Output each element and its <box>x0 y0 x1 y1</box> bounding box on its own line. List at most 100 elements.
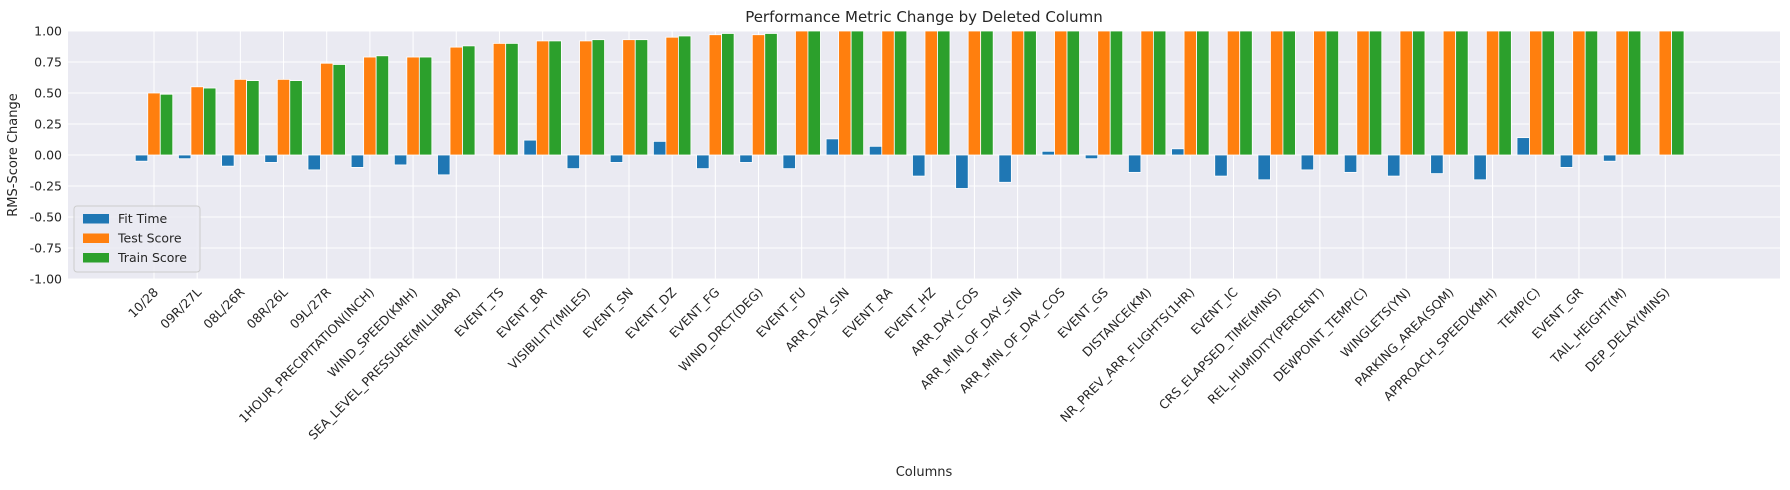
bar-test-score <box>1572 30 1586 156</box>
bar-fit-time <box>1084 154 1099 160</box>
bar-fit-time <box>1602 154 1617 162</box>
bar-test-score <box>1270 30 1284 156</box>
bar-test-score <box>1658 30 1672 156</box>
bar-train-score <box>246 80 260 156</box>
legend-label: Train Score <box>117 250 187 265</box>
bar-test-score <box>622 39 636 156</box>
bar-test-score <box>449 46 463 156</box>
bar-fit-time <box>221 154 235 167</box>
bar-fit-time <box>1387 154 1401 177</box>
x-tick-label: 10/28 <box>125 284 161 320</box>
x-tick-label: 09R/27L <box>157 285 204 332</box>
bar-test-score <box>492 43 507 156</box>
x-tick-label: TAIL_HEIGHT(M) <box>1547 285 1629 367</box>
bar-test-score <box>1097 30 1111 156</box>
bar-test-score <box>535 40 550 156</box>
bar-fit-time <box>1257 154 1271 181</box>
bar-fit-time <box>393 154 408 166</box>
bar-fit-time <box>609 154 624 163</box>
bar-fit-time <box>696 154 710 170</box>
bar-test-score <box>665 36 679 156</box>
bar-train-score <box>1325 30 1340 156</box>
y-tick-label: -1.00 <box>30 272 62 287</box>
y-tick-label: -0.25 <box>30 179 62 194</box>
legend-swatch <box>83 233 109 243</box>
bar-test-score <box>967 30 982 156</box>
bar-train-score <box>980 30 994 156</box>
x-tick-label: VISIBILITY(MILES) <box>505 285 593 373</box>
bar-train-score <box>1455 30 1469 156</box>
bar-test-score <box>1485 30 1500 156</box>
legend-label: Test Score <box>117 231 182 246</box>
y-tick-label: 0.00 <box>34 148 62 163</box>
x-axis-title: Columns <box>896 465 953 480</box>
bar-train-score <box>1282 30 1296 156</box>
bar-train-score <box>1498 30 1512 156</box>
bar-fit-time <box>653 140 667 156</box>
bar-test-score <box>1529 30 1543 156</box>
bar-test-score <box>320 62 334 156</box>
bar-test-score <box>751 34 766 156</box>
bar-test-score <box>795 30 809 156</box>
x-tick-label: SEA_LEVEL_PRESSURE(MILLIBAR) <box>305 285 463 443</box>
bar-train-score <box>1541 30 1555 156</box>
bar-train-score <box>1239 30 1253 156</box>
x-tick-label: 08L/26R <box>200 284 247 331</box>
bar-fit-time <box>178 154 192 160</box>
bar-fit-time <box>307 154 321 171</box>
bar-train-score <box>289 80 303 156</box>
x-tick-label: DEP_DELAY(MINS) <box>1582 285 1672 375</box>
bar-test-score <box>881 30 895 156</box>
y-tick-labels: -1.00 -0.75 -0.50 -0.25 0.00 0.25 0.50 0.75 1.00 <box>30 24 62 287</box>
bar-fit-time <box>825 138 840 156</box>
y-tick-label: 1.00 <box>34 24 62 39</box>
bar-train-score <box>807 30 821 156</box>
legend: Fit Time Test Score Train Score <box>73 205 201 273</box>
bar-test-score <box>363 56 377 156</box>
bar-test-score <box>1442 30 1457 156</box>
bar-train-score <box>1584 30 1599 156</box>
bar-train-score <box>1066 30 1080 156</box>
bar-fit-time <box>264 154 278 163</box>
bar-fit-time <box>1214 154 1228 177</box>
bar-test-score <box>1399 30 1413 156</box>
legend-swatch <box>83 214 109 224</box>
bar-fit-time <box>1430 154 1444 175</box>
bar-train-score <box>1196 30 1210 156</box>
bar-fit-time <box>566 154 580 170</box>
bar-test-score <box>190 86 204 156</box>
bar-fit-time <box>782 154 796 170</box>
bar-train-score <box>850 30 865 156</box>
bar-train-score <box>462 45 476 156</box>
bar-fit-time <box>1041 150 1055 156</box>
bar-test-score <box>1010 30 1025 156</box>
bar-fit-time <box>1559 154 1574 168</box>
bar-train-score <box>893 30 908 156</box>
bar-train-score <box>505 43 519 156</box>
bar-train-score <box>203 87 217 156</box>
bar-fit-time <box>1343 154 1358 173</box>
bar-train-score <box>764 33 778 156</box>
bar-train-score <box>375 55 390 156</box>
bar-train-score <box>591 39 605 156</box>
y-tick-label: 0.75 <box>34 55 62 70</box>
bar-train-score <box>937 30 951 156</box>
bar-train-score <box>548 40 562 156</box>
bar-test-score <box>924 30 938 156</box>
bar-test-score <box>579 40 593 156</box>
chart-title: Performance Metric Change by Deleted Col… <box>745 8 1103 26</box>
bar-train-score <box>721 33 735 156</box>
bar-fit-time <box>134 154 149 162</box>
bar-train-score <box>1152 30 1167 156</box>
y-tick-label: 0.50 <box>34 86 62 101</box>
bar-train-score <box>634 39 649 156</box>
bar-train-score <box>1412 30 1426 156</box>
bar-fit-time <box>998 154 1012 183</box>
bar-train-score <box>159 93 174 156</box>
x-tick-label: 08R/26L <box>244 285 291 332</box>
bar-test-score <box>1226 30 1241 156</box>
bar-test-score <box>708 34 722 156</box>
bar-train-score <box>678 35 692 156</box>
bar-train-score <box>1627 30 1642 156</box>
